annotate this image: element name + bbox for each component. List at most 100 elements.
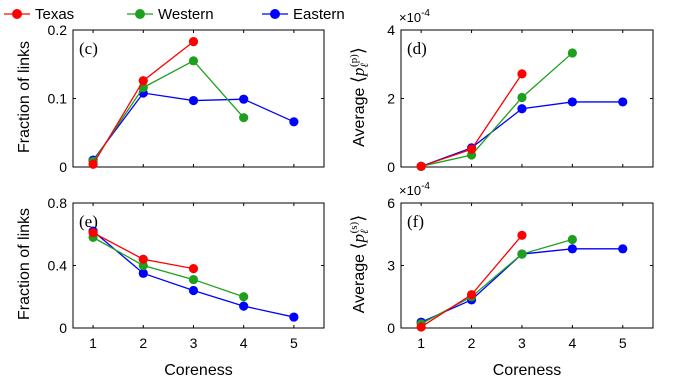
axes-frame xyxy=(72,29,325,168)
data-point xyxy=(138,268,148,278)
data-point xyxy=(188,274,199,285)
series-line xyxy=(420,234,523,328)
x-axis-label: Coreness xyxy=(493,362,561,379)
data-point xyxy=(466,144,477,154)
data-point xyxy=(517,92,527,103)
data-point xyxy=(239,292,249,302)
data-point xyxy=(567,97,577,107)
y-tick-label: 6 xyxy=(387,195,395,211)
series-line xyxy=(92,230,295,318)
series-line xyxy=(421,52,573,167)
data-point xyxy=(188,95,199,106)
axes-frame xyxy=(400,202,654,329)
data-point xyxy=(416,161,426,171)
y-axis-label: Fraction of links xyxy=(16,208,33,320)
series-eastern xyxy=(88,88,299,165)
y-multiplier: ×10-4 xyxy=(399,181,430,198)
series-eastern xyxy=(88,226,299,322)
legend-item-western: Western xyxy=(127,6,214,23)
legend-marker xyxy=(270,9,280,19)
data-point xyxy=(188,37,199,47)
y-tick-label: 0.1 xyxy=(48,91,68,107)
data-point xyxy=(618,244,628,254)
panel-c: 0 0.1 0.2 (c) Fraction of links xyxy=(16,22,325,175)
y-tick-label: 0 xyxy=(59,159,67,175)
y-multiplier: ×10-4 xyxy=(399,8,430,25)
panel-label: (e) xyxy=(79,212,98,231)
x-tick-label: 4 xyxy=(568,335,576,351)
y-tick-label: 0 xyxy=(387,159,395,175)
series-line xyxy=(92,236,244,298)
panel-label: (c) xyxy=(79,39,98,58)
data-point xyxy=(517,249,527,259)
legend-label: Texas xyxy=(35,6,74,23)
data-point xyxy=(517,104,527,114)
y-tick-label: 0 xyxy=(59,320,67,336)
axes-frame xyxy=(72,202,325,329)
x-tick-label: 2 xyxy=(139,335,147,351)
y-tick-label: 2 xyxy=(387,91,395,107)
legend-marker xyxy=(12,9,22,19)
panels: 00.10.2(c)Fraction of links024×10-4(d)Av… xyxy=(16,8,654,379)
legend-item-eastern: Eastern xyxy=(262,6,345,23)
data-point xyxy=(239,301,249,311)
data-point xyxy=(88,159,98,169)
legend: Texas Western Eastern xyxy=(4,6,345,23)
data-point xyxy=(567,48,577,58)
y-tick-label: 0 xyxy=(387,320,395,336)
x-tick-label: 5 xyxy=(290,335,298,351)
data-point xyxy=(188,56,199,66)
data-point xyxy=(416,322,426,332)
panel-label: (d) xyxy=(407,39,427,58)
y-tick-label: 3 xyxy=(387,258,395,274)
y-tick-label: 0.4 xyxy=(48,258,68,274)
x-tick-label: 3 xyxy=(518,335,526,351)
series-line xyxy=(92,60,245,162)
data-point xyxy=(188,264,199,274)
data-point xyxy=(188,285,199,296)
x-tick-label: 3 xyxy=(190,335,198,351)
x-tick-label: 4 xyxy=(240,335,248,351)
panel-f: 1 2 3 4 5 0 3 6×10-4 (f) Average ⟨pℓ(s)⟩ Coreness xyxy=(348,181,654,379)
y-tick-label: 4 xyxy=(387,22,395,38)
data-point xyxy=(138,254,148,264)
data-point xyxy=(466,290,477,300)
data-point xyxy=(567,244,577,254)
series-texas xyxy=(416,69,527,171)
y-axis-label: Average ⟨pℓ(s)⟩ xyxy=(348,215,371,314)
data-point xyxy=(239,113,249,123)
data-point xyxy=(138,76,148,86)
data-point xyxy=(289,117,299,127)
legend-marker xyxy=(135,9,145,19)
series-line xyxy=(420,248,623,323)
legend-label: Western xyxy=(158,6,214,23)
legend-item-texas: Texas xyxy=(4,6,74,23)
data-point xyxy=(517,69,527,79)
y-axis-label: Average ⟨pℓ(p)⟩ xyxy=(348,47,371,147)
x-tick-label: 2 xyxy=(468,335,476,351)
series-texas xyxy=(416,230,527,332)
y-tick-label: 0.8 xyxy=(48,195,68,211)
panel-label: (f) xyxy=(407,212,424,231)
series-line xyxy=(92,41,194,165)
series-line xyxy=(420,238,573,325)
panel-d: 0 2 4×10-4 (d) Average ⟨pℓ(p)⟩ xyxy=(348,8,654,175)
axes-frame xyxy=(400,29,654,168)
data-point xyxy=(239,94,249,104)
data-point xyxy=(88,228,98,238)
x-tick-label: 5 xyxy=(619,335,627,351)
y-tick-label: 0.2 xyxy=(48,22,68,38)
panel-e: 1 2 3 4 5 0 0.4 0.8 (e) Fraction of links Coreness xyxy=(16,195,325,379)
data-point xyxy=(618,97,628,107)
x-tick-label: 1 xyxy=(417,335,425,351)
series-western xyxy=(88,56,249,167)
data-point xyxy=(517,230,527,240)
series-texas xyxy=(88,228,199,274)
data-point xyxy=(567,234,577,245)
y-axis-label: Fraction of links xyxy=(16,41,33,153)
x-axis-label: Coreness xyxy=(164,362,232,379)
series-texas xyxy=(88,37,199,169)
series-western xyxy=(416,48,577,171)
data-point xyxy=(289,312,299,322)
